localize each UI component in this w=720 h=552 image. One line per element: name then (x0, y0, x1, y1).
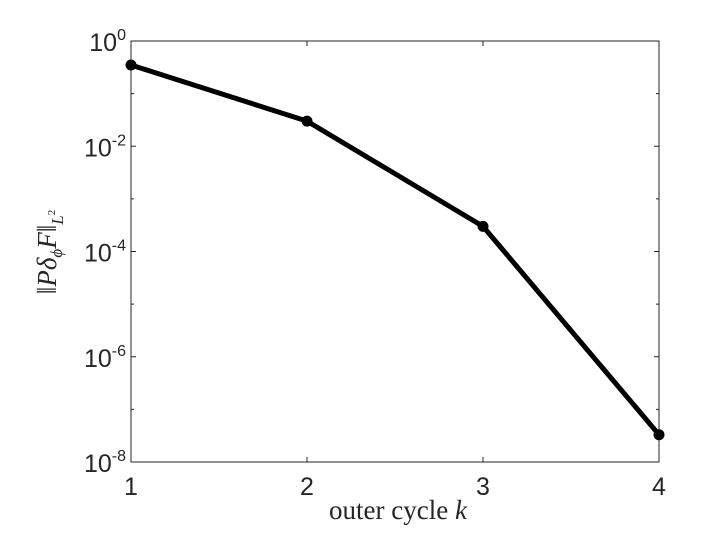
x-axis-title: outer cycle k (329, 495, 468, 525)
y-tick-label: 100 (89, 27, 126, 57)
y-tick-label: 10-6 (84, 343, 126, 373)
y-tick-base: 10 (84, 345, 112, 373)
data-point (477, 220, 489, 232)
y-title-f: F (32, 232, 62, 250)
y-tick-base: 10 (84, 240, 112, 268)
data-point (653, 429, 665, 441)
y-tick-label: 10-4 (84, 238, 126, 268)
y-title-p: P (32, 270, 62, 288)
x-tick-label: 4 (652, 473, 666, 501)
y-title-close: ‖ (32, 225, 62, 233)
y-tick-exponent: -4 (112, 238, 126, 255)
y-tick-exponent: -2 (112, 132, 126, 149)
y-title-phi: ϕ (47, 249, 66, 258)
y-tick-base: 10 (89, 29, 117, 57)
x-axis-title-text: outer cycle (329, 495, 455, 525)
y-tick-exponent: 0 (117, 27, 126, 44)
x-tick-label: 2 (300, 473, 314, 501)
y-title-open: ‖ (32, 287, 62, 295)
x-tick-label: 3 (476, 473, 490, 501)
y-title-sub: L (48, 215, 67, 225)
y-tick-base: 10 (84, 450, 112, 478)
axes-box (130, 40, 660, 463)
y-tick-label: 10-8 (84, 448, 126, 478)
y-tick-label: 10-2 (84, 132, 126, 162)
y-axis-title: ‖PδϕF‖L2 (32, 210, 67, 295)
data-point (125, 59, 137, 71)
x-tick-label: 1 (124, 473, 138, 501)
y-title-subsup: 2 (46, 210, 58, 216)
y-tick-base: 10 (84, 134, 112, 162)
y-tick-exponent: -8 (112, 448, 126, 465)
y-tick-exponent: -6 (112, 343, 126, 360)
plot-area (131, 41, 659, 462)
data-point (301, 115, 313, 127)
series-line (128, 62, 662, 438)
y-title-delta: δ (32, 257, 62, 270)
series-layer (125, 59, 665, 441)
x-axis-title-var: k (455, 495, 468, 525)
